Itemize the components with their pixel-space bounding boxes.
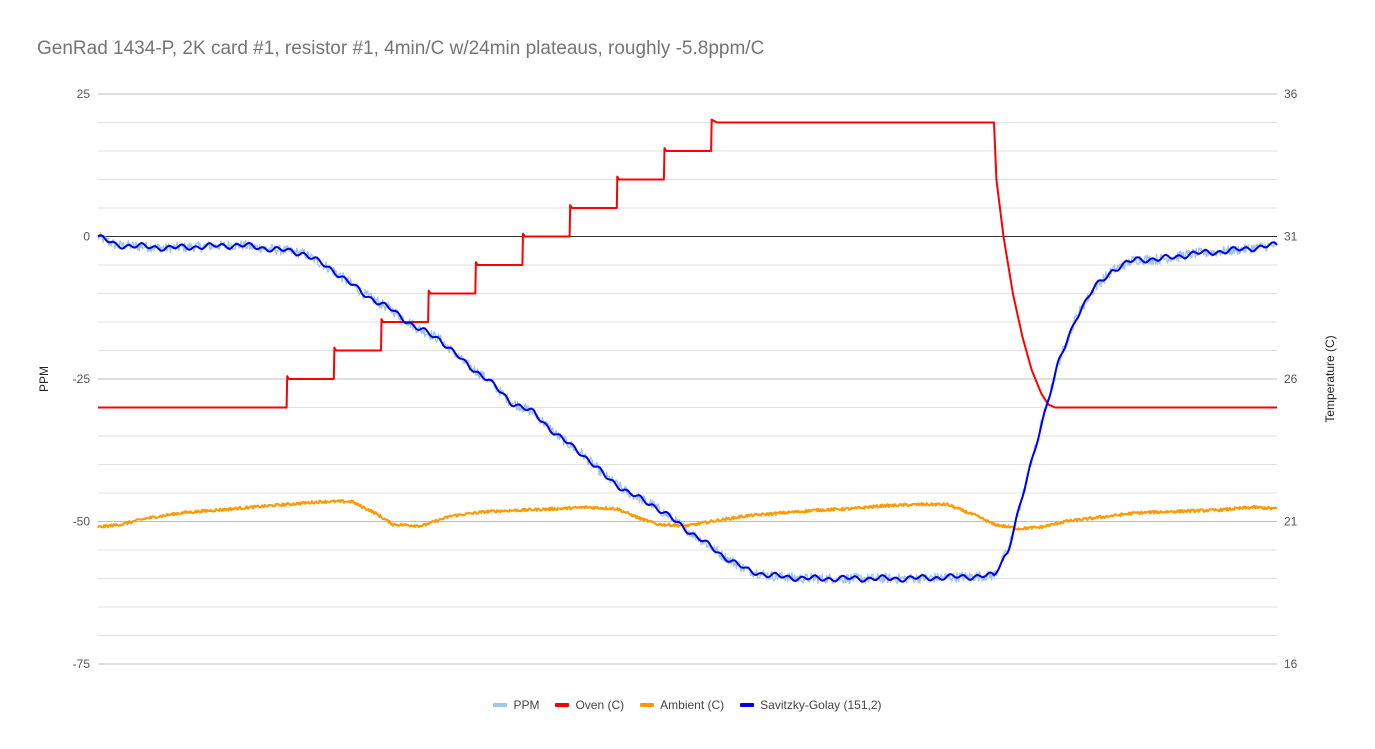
legend-item: Savitzky-Golay (151,2)	[740, 698, 882, 712]
y-tick-label-left: -75	[73, 657, 91, 671]
y-tick-label-right: 16	[1284, 657, 1298, 671]
y-tick-label-left: -50	[73, 515, 91, 529]
series-line-oven-c	[98, 118, 1277, 409]
legend-item: Oven (C)	[555, 698, 624, 712]
series-line-savitzky-golay-151-2	[97, 234, 1278, 583]
y-tick-label-left: 25	[77, 87, 91, 101]
legend-swatch	[640, 703, 655, 707]
legend-label: PPM	[513, 698, 540, 712]
legend-swatch	[493, 703, 508, 707]
legend-item: PPM	[493, 698, 539, 712]
y-axis-title-left: PPM	[37, 366, 51, 392]
chart-legend: PPM Oven (C) Ambient (C) Savitzky-Golay (15…	[0, 696, 1375, 712]
y-tick-label-left: -25	[73, 372, 91, 386]
y-tick-label-right: 26	[1284, 372, 1298, 386]
y-axis-title-right: Temperature (C)	[1323, 335, 1337, 422]
legend-label: Savitzky-Golay (151,2)	[760, 698, 882, 712]
legend-label: Ambient (C)	[660, 698, 725, 712]
y-tick-label-left: 0	[83, 230, 90, 244]
chart-title: GenRad 1434-P, 2K card #1, resistor #1, …	[37, 38, 765, 59]
legend-label: Oven (C)	[575, 698, 625, 712]
y-tick-label-right: 36	[1284, 87, 1298, 101]
legend-item: Ambient (C)	[640, 698, 724, 712]
legend-swatch	[555, 703, 570, 707]
y-tick-label-right: 21	[1284, 515, 1298, 529]
series-line-ppm	[97, 231, 1278, 585]
series-line-ambient-c	[97, 499, 1278, 531]
y-tick-label-right: 31	[1284, 230, 1298, 244]
legend-swatch	[740, 703, 755, 707]
